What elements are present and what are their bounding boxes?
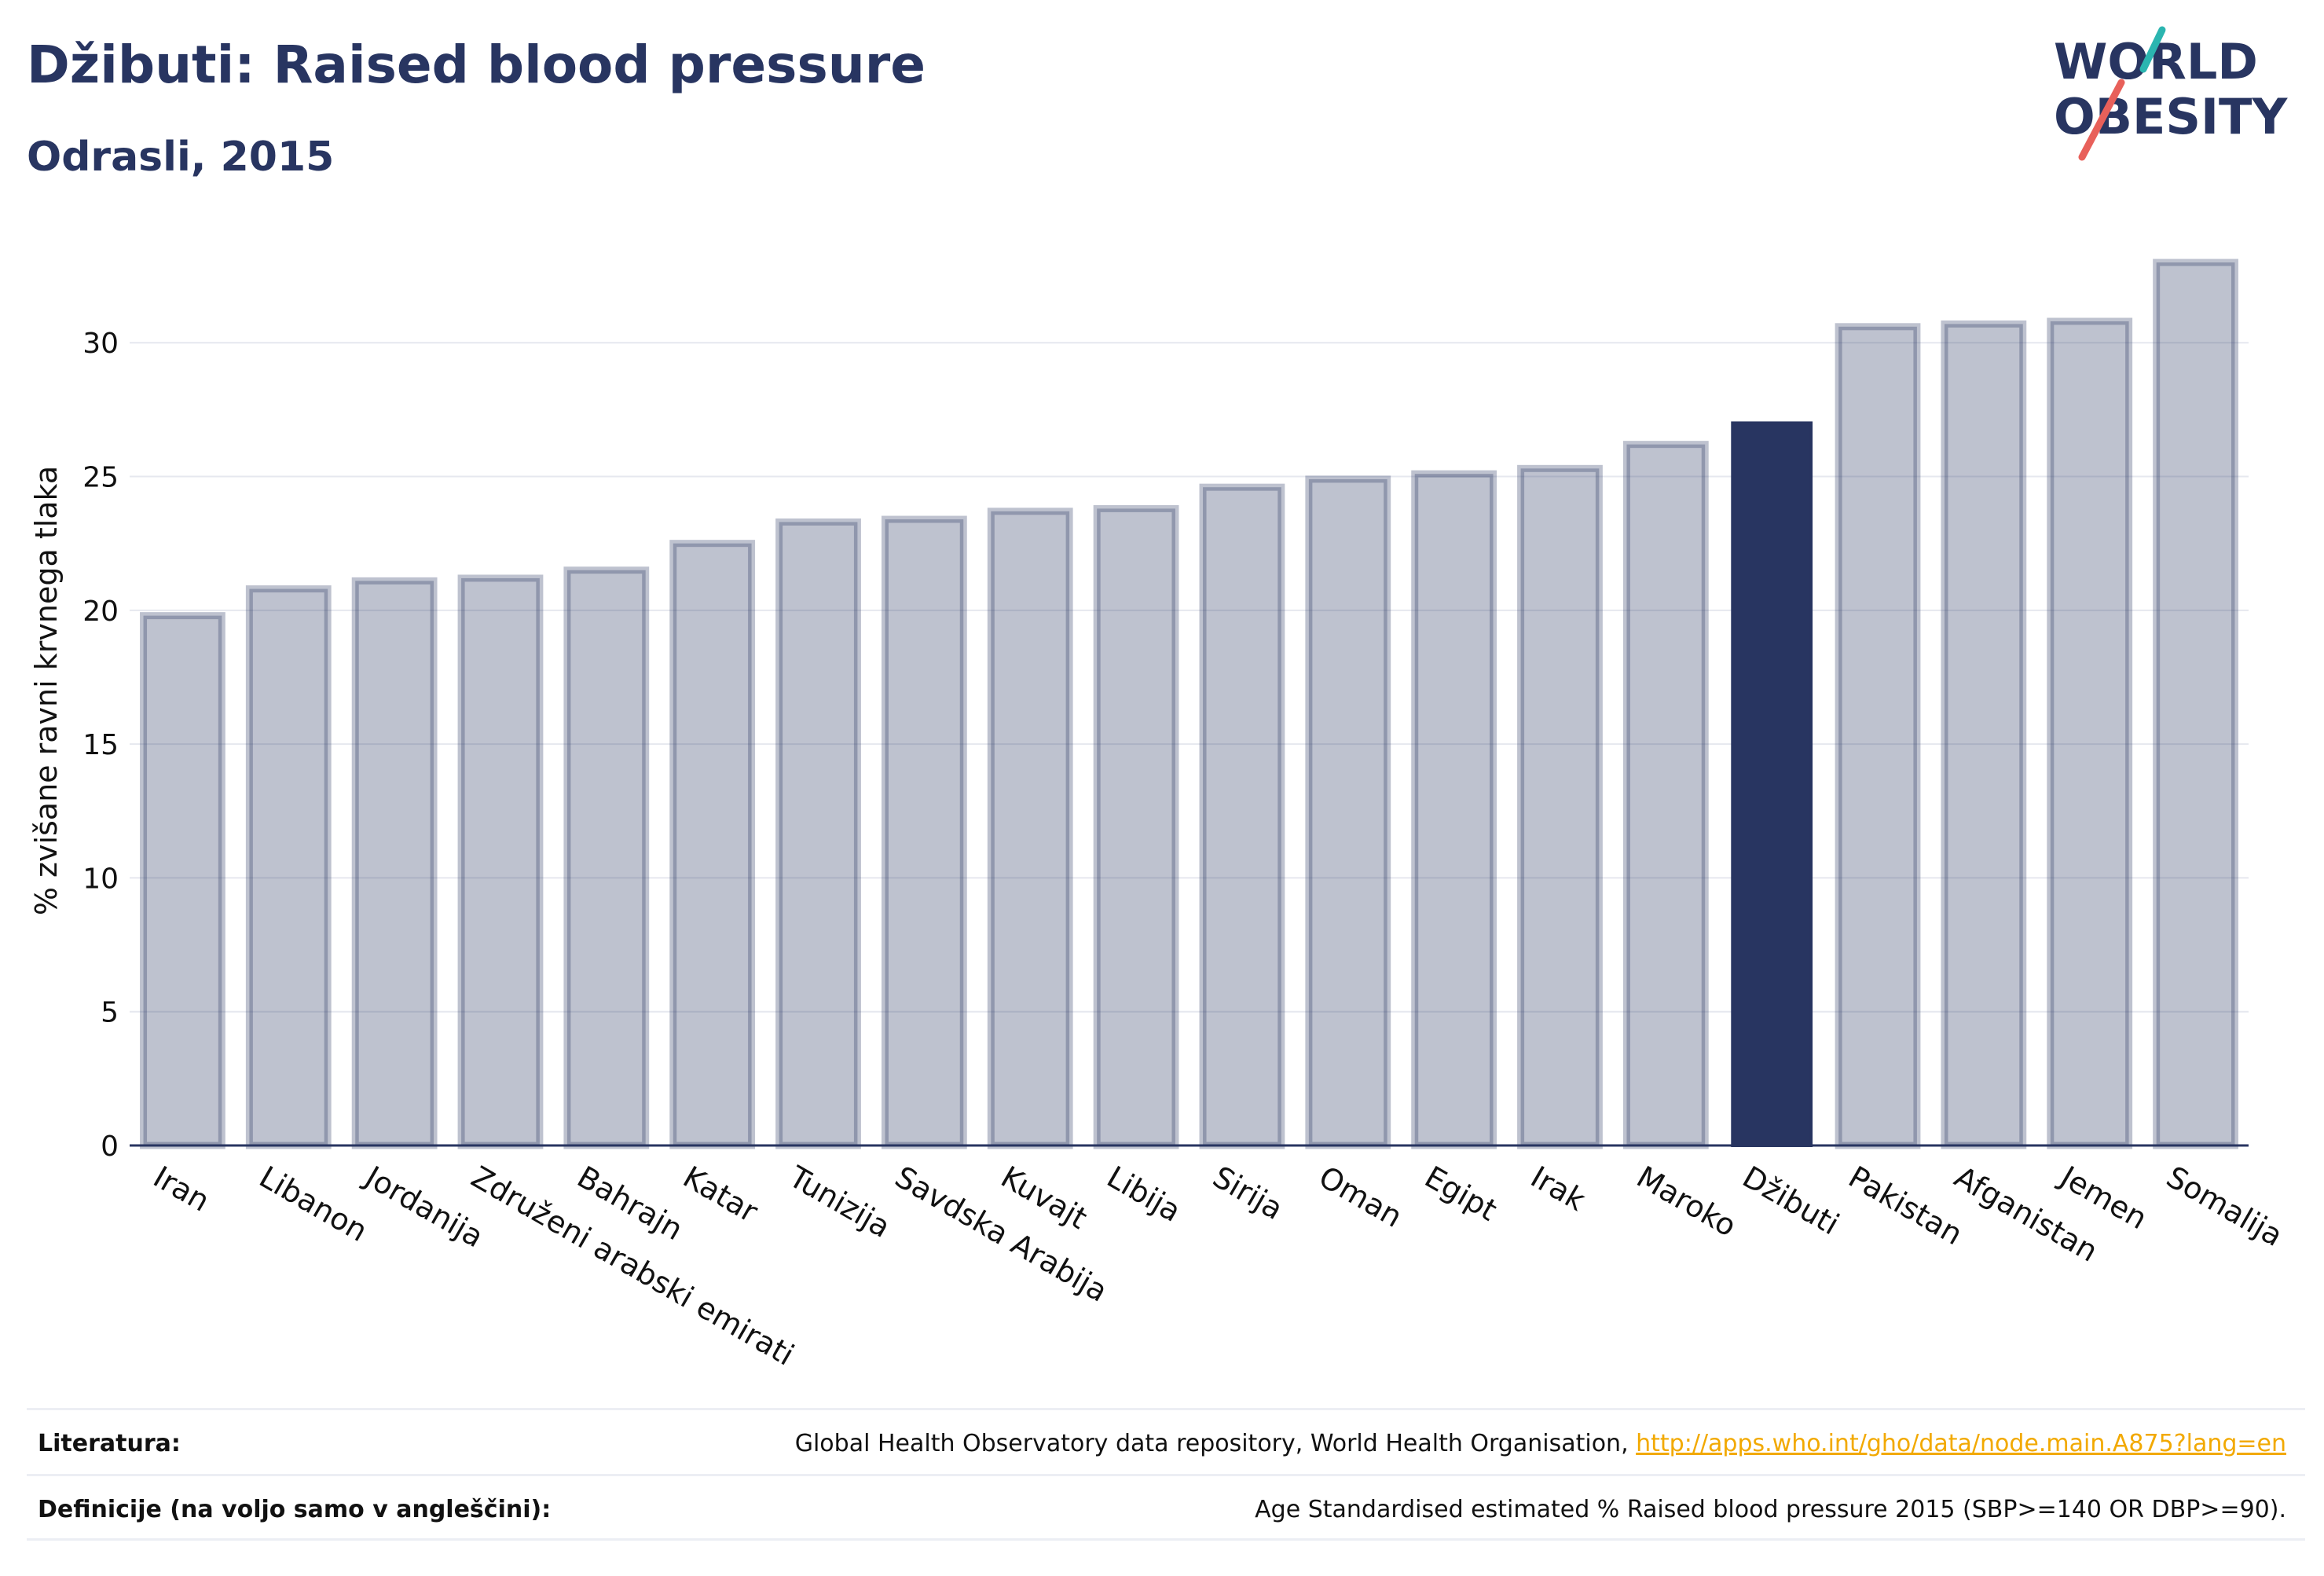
- x-tick-label: Maroko: [1631, 1160, 1743, 1244]
- bar-maroko: [1622, 441, 1709, 1149]
- bar-savdska-arabija: [881, 515, 967, 1149]
- y-tick-label: 15: [82, 729, 119, 761]
- bar-iran: [140, 612, 225, 1149]
- logo-slash-teal-icon: [2139, 26, 2166, 73]
- bar-oman: [1305, 475, 1391, 1149]
- bar-afganistan: [1941, 320, 2027, 1149]
- x-tick-label: Oman: [1313, 1160, 1408, 1234]
- x-tick-label: Irak: [1525, 1160, 1591, 1218]
- bars: [140, 258, 2238, 1149]
- x-tick-label: Džibuti: [1737, 1160, 1846, 1242]
- y-tick-labels: 0 5 10 15 20 25 30: [82, 328, 119, 1163]
- footer-sources-label: Literatura:: [38, 1430, 181, 1457]
- bar-bahrajn: [563, 566, 650, 1149]
- y-tick-label: 0: [101, 1131, 119, 1163]
- footer-definitions-text: Age Standardised estimated % Raised bloo…: [1255, 1496, 2286, 1523]
- x-tick-label: Katar: [677, 1160, 764, 1230]
- footer-definitions-label: Definicije (na voljo samo v angleščini):: [38, 1496, 552, 1523]
- y-tick-label: 5: [101, 997, 119, 1029]
- bar-pakistan: [1835, 323, 1921, 1149]
- footer-sources-link[interactable]: http://apps.who.int/gho/data/node.main.A…: [1636, 1430, 2286, 1457]
- y-tick-label: 10: [82, 863, 119, 895]
- bar-tunizija: [775, 518, 861, 1149]
- page-title: Džibuti: Raised blood pressure: [27, 35, 926, 95]
- bar-kuvajt: [987, 508, 1073, 1149]
- bar-libanon: [245, 585, 332, 1149]
- bar-katar: [669, 540, 756, 1149]
- bar-sirija: [1199, 483, 1285, 1149]
- footer-divider-bottom: [27, 1538, 2305, 1541]
- bar-jordanija: [351, 577, 438, 1149]
- x-tick-label: Jordanija: [358, 1159, 489, 1255]
- bar-egipt: [1411, 470, 1497, 1149]
- world-obesity-logo: WORLD OBESITY: [2054, 26, 2288, 161]
- bar-somalija: [2153, 258, 2238, 1149]
- y-tick-label: 30: [82, 328, 119, 360]
- grid-lines: [130, 342, 2249, 1013]
- y-axis-label: % zvišane ravni krvnega tlaka: [29, 466, 64, 915]
- footer-sources: Global Health Observatory data repositor…: [795, 1430, 2286, 1457]
- x-tick-label: Somalija: [2161, 1160, 2289, 1253]
- x-tick-label: Tunizija: [783, 1159, 896, 1244]
- bar-združeni-arabski-emirati: [457, 574, 544, 1149]
- x-tick-label: Egipt: [1419, 1160, 1503, 1228]
- x-tick-label: Pakistan: [1843, 1160, 1969, 1252]
- x-tick-label: Libanon: [254, 1160, 373, 1248]
- page-subtitle: Odrasli, 2015: [27, 134, 335, 181]
- footer-divider-middle: [27, 1474, 2305, 1476]
- x-tick-label: Iran: [148, 1160, 215, 1219]
- bar-libija: [1093, 504, 1179, 1149]
- bar-jemen: [2047, 317, 2133, 1149]
- logo-slash-red-icon: [2078, 79, 2125, 161]
- footer-sources-text: Global Health Observatory data repositor…: [794, 1430, 1637, 1457]
- x-tick-label: Sirija: [1207, 1160, 1288, 1226]
- y-tick-label: 20: [82, 596, 119, 628]
- bar-džibuti: [1731, 421, 1813, 1147]
- x-tick-label: Libija: [1102, 1160, 1187, 1229]
- bar-irak: [1517, 464, 1603, 1149]
- y-tick-label: 25: [82, 462, 119, 494]
- footer-divider-top: [27, 1408, 2305, 1410]
